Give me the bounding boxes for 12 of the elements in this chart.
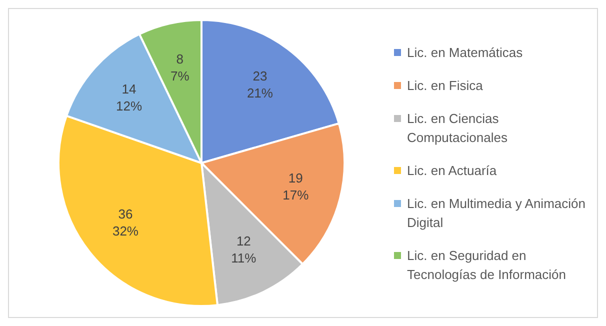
- data-label: 8 7%: [170, 51, 190, 84]
- data-label: 14 12%: [116, 81, 142, 114]
- data-label: 12 11%: [231, 234, 257, 266]
- legend-label: Lic. en Multimedia y Animación Digital: [407, 194, 586, 232]
- legend-label: Lic. en Actuaría: [407, 162, 497, 180]
- legend-label: Lic. en Seguridad en Tecnologías de Información: [407, 246, 567, 284]
- data-label: 36 32%: [112, 206, 139, 239]
- legend-label: Lic. en Matemáticas: [407, 44, 523, 62]
- data-label: 23 21%: [246, 68, 274, 100]
- legend-label: Lic. en Ciencias Computacionales: [407, 110, 508, 146]
- legend-label: Lic. en Fisica: [407, 76, 483, 94]
- data-label: 19 17%: [282, 170, 310, 202]
